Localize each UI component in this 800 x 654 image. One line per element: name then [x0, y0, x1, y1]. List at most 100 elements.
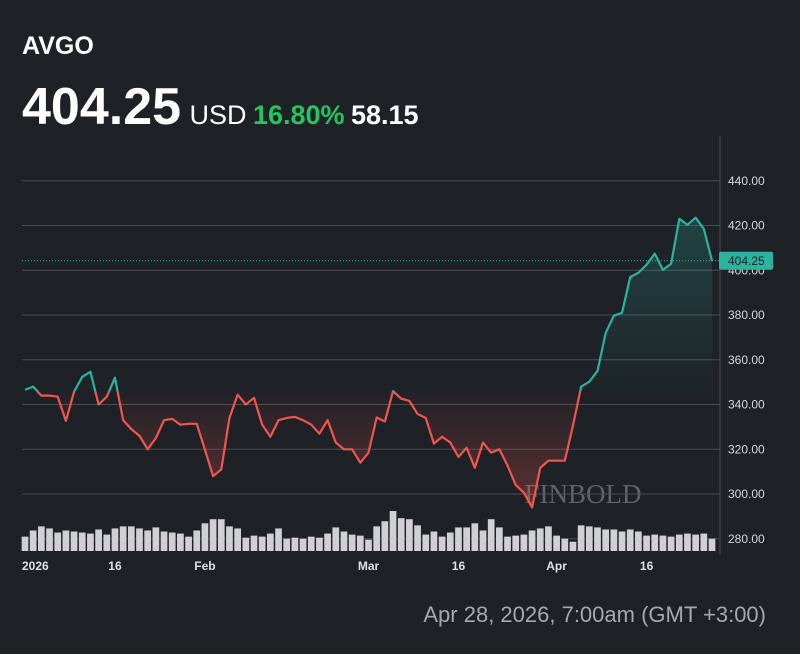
- volume-bar: [610, 529, 618, 551]
- volume-bar: [471, 523, 479, 551]
- volume-bar: [144, 530, 152, 551]
- ticker: AVGO: [22, 32, 94, 60]
- volume-bar: [553, 535, 560, 551]
- volume-bar: [577, 525, 585, 551]
- volume-bar: [78, 532, 86, 551]
- volume-bar: [160, 531, 168, 551]
- footer-timestamp: Apr 28, 2026, 7:00am (GMT +3:00): [423, 602, 766, 627]
- current-price-label: 404.25: [728, 254, 765, 268]
- volume-bar: [38, 526, 45, 551]
- volume-bar: [267, 533, 274, 551]
- x-tick-label: 16: [640, 559, 654, 573]
- change-percent: 16.80%: [253, 100, 345, 130]
- volume-bar: [684, 533, 691, 551]
- volume-bar: [209, 519, 217, 551]
- volume-bar: [626, 529, 634, 551]
- volume-bar: [127, 526, 135, 551]
- volume-bar: [177, 533, 184, 551]
- y-tick-label: 380.00: [728, 308, 765, 322]
- volume-bar: [307, 536, 315, 551]
- volume-bar: [635, 531, 642, 551]
- volume-bar: [62, 530, 70, 551]
- volume-bar: [87, 533, 94, 551]
- x-tick-label: 2026: [22, 559, 49, 573]
- volume-bar: [414, 525, 421, 551]
- volume-bar: [536, 528, 544, 551]
- volume-bar: [406, 519, 413, 551]
- volume-bar: [258, 536, 266, 551]
- volume-bar: [299, 538, 307, 551]
- volume-bar: [103, 534, 111, 551]
- volume-bar: [708, 538, 716, 551]
- volume-bar: [29, 530, 37, 551]
- volume-bar: [193, 530, 201, 551]
- volume-bar: [168, 532, 176, 551]
- volume-bar: [659, 535, 667, 551]
- volume-bar: [602, 529, 610, 551]
- price-line: 404.25 USD 16.80% 58.15: [22, 78, 419, 136]
- volume-bar: [324, 533, 331, 551]
- volume-bar: [111, 528, 119, 551]
- volume-bar: [618, 531, 626, 551]
- volume-bar: [545, 526, 552, 551]
- volume-bar: [185, 536, 192, 551]
- y-tick-label: 280.00: [728, 532, 765, 546]
- y-tick-label: 300.00: [728, 487, 765, 501]
- volume-bar: [512, 535, 520, 551]
- volume-bar: [585, 526, 593, 551]
- volume-bar: [95, 529, 102, 551]
- volume-bar: [365, 539, 372, 551]
- volume-bar: [479, 530, 487, 551]
- volume-bar: [463, 527, 470, 551]
- volume-bar: [348, 534, 356, 551]
- price: 404.25: [22, 78, 181, 136]
- volume-bar: [430, 531, 438, 551]
- volume-bar: [438, 536, 446, 551]
- volume-bar: [667, 536, 675, 551]
- volume-bar: [250, 535, 258, 551]
- y-tick-label: 420.00: [728, 219, 765, 233]
- volume-bar: [152, 527, 160, 551]
- volume-bar: [561, 538, 569, 551]
- y-tick-label: 440.00: [728, 174, 765, 188]
- volume-bar: [340, 531, 348, 551]
- volume-bar: [455, 527, 462, 551]
- volume-bar: [46, 528, 53, 551]
- currency: USD: [190, 100, 247, 130]
- volume-bar: [119, 526, 127, 551]
- volume-bar: [700, 533, 708, 551]
- y-tick-label: 360.00: [728, 353, 765, 367]
- volume-bar: [356, 535, 364, 551]
- volume-bar: [675, 534, 683, 551]
- volume-bar: [397, 518, 405, 551]
- change: 58.15: [351, 100, 419, 130]
- volume-bar: [569, 541, 577, 551]
- price-line: [24, 216, 714, 509]
- x-tick-label: 16: [108, 559, 122, 573]
- volume-bar: [54, 532, 62, 551]
- x-tick-label: Mar: [358, 559, 380, 573]
- volume-bar: [504, 536, 511, 551]
- volume-bar: [291, 537, 299, 551]
- volume-bar: [594, 527, 601, 551]
- volume-bar: [487, 519, 495, 551]
- x-tick-label: 16: [452, 559, 466, 573]
- volume-bar: [381, 521, 389, 551]
- y-tick-label: 340.00: [728, 398, 765, 412]
- volume-bar: [234, 528, 241, 551]
- volume-bar: [389, 511, 397, 551]
- volume-bar: [692, 534, 699, 551]
- volume-bar: [332, 527, 340, 551]
- volume-bar: [226, 526, 233, 551]
- volume-bar: [283, 538, 291, 551]
- volume-bar: [70, 531, 78, 551]
- volume-bar: [136, 528, 143, 551]
- price-area: [25, 217, 712, 508]
- volume-bar: [643, 535, 650, 551]
- volume-bar: [520, 534, 528, 551]
- current-price-tag: [719, 251, 773, 270]
- volume-bar: [242, 537, 250, 551]
- volume-bar: [201, 523, 209, 551]
